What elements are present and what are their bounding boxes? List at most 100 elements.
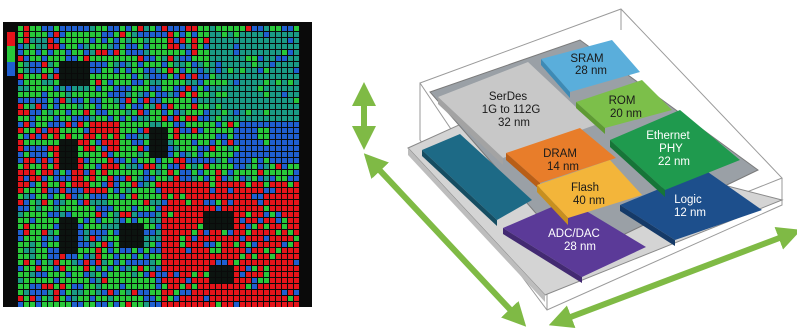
heatmap-cell <box>78 26 83 31</box>
heatmap-cell <box>294 86 299 91</box>
heatmap-cell <box>192 224 197 229</box>
heatmap-cell <box>18 134 23 139</box>
heatmap-cell <box>210 278 215 283</box>
heatmap-cell <box>168 158 173 163</box>
heatmap-cell <box>222 290 227 295</box>
heatmap-cell <box>228 278 233 283</box>
heatmap-cell <box>210 206 215 211</box>
heatmap-cell <box>168 302 173 307</box>
heatmap-cell <box>114 230 119 235</box>
heatmap-cell <box>192 104 197 109</box>
heatmap-cell <box>66 248 71 253</box>
heatmap-cell <box>174 182 179 187</box>
heatmap-cell <box>102 62 107 67</box>
heatmap-cell <box>228 182 233 187</box>
heatmap-cell <box>258 242 263 247</box>
heatmap-cell <box>102 242 107 247</box>
heatmap-cell <box>234 170 239 175</box>
heatmap-cell <box>54 284 59 289</box>
heatmap-cell <box>252 110 257 115</box>
heatmap-cell <box>276 242 281 247</box>
heatmap-cell <box>282 68 287 73</box>
heatmap-cell <box>246 290 251 295</box>
heatmap-cell <box>30 248 35 253</box>
heatmap-cell <box>18 38 23 43</box>
heatmap-cell <box>126 206 131 211</box>
heatmap-cell <box>276 152 281 157</box>
heatmap-cell <box>126 38 131 43</box>
heatmap-cell <box>222 272 227 277</box>
label-logic-line2: 12 nm <box>674 207 706 219</box>
heatmap-cell <box>246 26 251 31</box>
heatmap-cell <box>144 164 149 169</box>
heatmap-cell <box>264 68 269 73</box>
heatmap-cell <box>204 182 209 187</box>
heatmap-cell <box>90 32 95 37</box>
heatmap-cell <box>156 26 161 31</box>
heatmap-cell <box>252 32 257 37</box>
heatmap-cell <box>84 26 89 31</box>
heatmap-cell <box>84 296 89 301</box>
heatmap-cell <box>114 272 119 277</box>
heatmap-cell <box>60 200 65 205</box>
heatmap-cell <box>114 236 119 241</box>
heatmap-cell <box>216 242 221 247</box>
heatmap-cell <box>252 104 257 109</box>
heatmap-cell <box>42 182 47 187</box>
heatmap-cell <box>120 260 125 265</box>
heatmap-cell <box>150 152 155 157</box>
heatmap-cell <box>30 218 35 223</box>
heatmap-cell <box>48 98 53 103</box>
heatmap-cell <box>132 122 137 127</box>
heatmap-cell <box>66 128 71 133</box>
heatmap-cell <box>198 206 203 211</box>
heatmap-cell <box>24 290 29 295</box>
heatmap-cell <box>30 104 35 109</box>
heatmap-cell <box>114 302 119 307</box>
heatmap-cell <box>42 302 47 307</box>
heatmap-cell <box>252 62 257 67</box>
heatmap-cell <box>288 188 293 193</box>
heatmap-cell <box>252 74 257 79</box>
heatmap-cell <box>228 230 233 235</box>
heatmap-cell <box>210 236 215 241</box>
heatmap-cell <box>234 176 239 181</box>
heatmap-cell <box>108 50 113 55</box>
heatmap-cell <box>222 242 227 247</box>
heatmap-cell <box>60 176 65 181</box>
heatmap-cell <box>18 164 23 169</box>
heatmap-cell <box>138 296 143 301</box>
heatmap-cell <box>96 182 101 187</box>
heatmap-cell <box>108 302 113 307</box>
heatmap-cell <box>24 266 29 271</box>
heatmap-cell <box>54 38 59 43</box>
heatmap-cell <box>216 50 221 55</box>
heatmap-cell <box>252 242 257 247</box>
heatmap-cell <box>48 302 53 307</box>
heatmap-cell <box>198 80 203 85</box>
heatmap-cell <box>192 74 197 79</box>
heatmap-cell <box>108 74 113 79</box>
heatmap-cell <box>96 224 101 229</box>
heatmap-cell <box>48 254 53 259</box>
heatmap-cell <box>108 188 113 193</box>
heatmap-cell <box>234 200 239 205</box>
heatmap-cell <box>150 80 155 85</box>
heatmap-cell <box>42 158 47 163</box>
heatmap-cell <box>198 248 203 253</box>
heatmap-cell <box>270 32 275 37</box>
heatmap-cell <box>144 194 149 199</box>
heatmap-cell <box>30 62 35 67</box>
heatmap-cell <box>252 284 257 289</box>
heatmap-cell <box>48 242 53 247</box>
heatmap-cell <box>96 128 101 133</box>
heatmap-cell <box>270 50 275 55</box>
heatmap-cell <box>90 50 95 55</box>
heatmap-cell <box>174 296 179 301</box>
heatmap-cell <box>246 74 251 79</box>
heatmap-cell <box>132 266 137 271</box>
heatmap-cell <box>102 296 107 301</box>
heatmap-cell <box>174 254 179 259</box>
heatmap-cell <box>132 86 137 91</box>
heatmap-cell <box>252 56 257 61</box>
